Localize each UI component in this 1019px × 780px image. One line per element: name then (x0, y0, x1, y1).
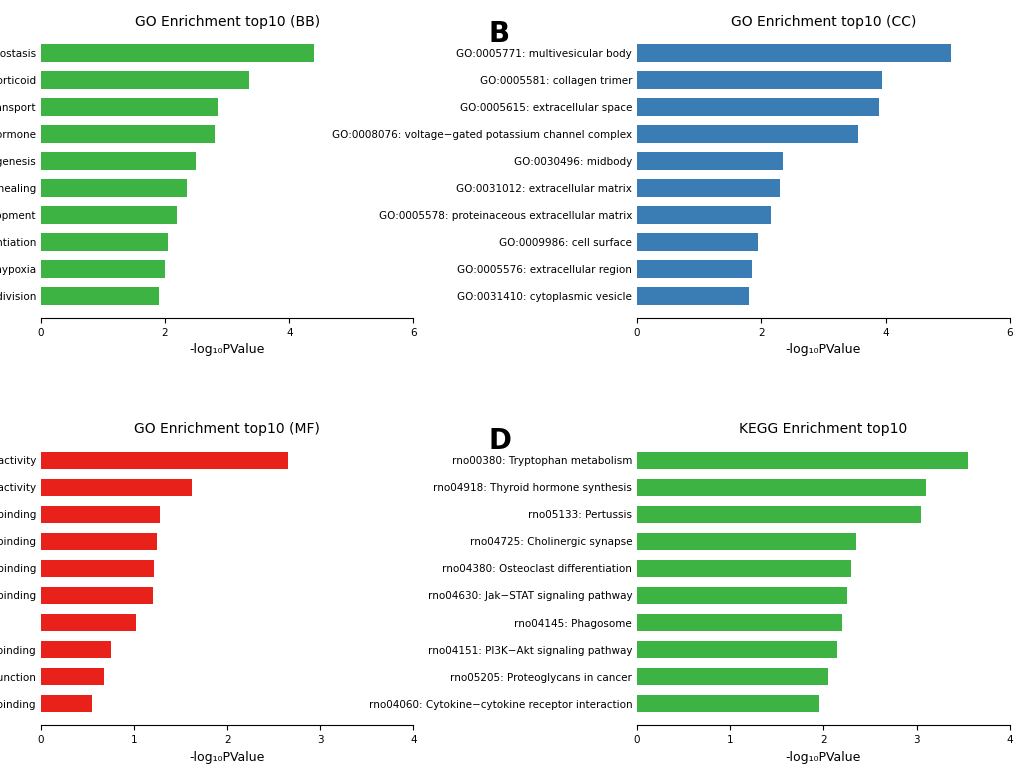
Bar (637, 207, 770, 224)
Text: D: D (487, 427, 511, 455)
Bar (637, 152, 783, 170)
Bar (41, 668, 104, 686)
Title: GO Enrichment top10 (MF): GO Enrichment top10 (MF) (135, 422, 320, 436)
Bar (637, 505, 920, 523)
X-axis label: -log₁₀PValue: -log₁₀PValue (190, 343, 265, 356)
Bar (637, 233, 757, 251)
Bar (637, 695, 818, 712)
Bar (41, 505, 160, 523)
Bar (41, 560, 154, 577)
Bar (637, 452, 967, 469)
Bar (41, 695, 92, 712)
Bar (637, 614, 842, 631)
Bar (41, 44, 314, 62)
Title: KEGG Enrichment top10: KEGG Enrichment top10 (739, 422, 907, 436)
Bar (637, 179, 780, 197)
Bar (637, 533, 855, 550)
Bar (637, 587, 846, 604)
Bar (637, 560, 851, 577)
Bar (41, 479, 192, 496)
Bar (637, 71, 881, 89)
Bar (637, 44, 950, 62)
Bar (637, 261, 751, 278)
Bar (41, 640, 111, 658)
Bar (41, 152, 196, 170)
Text: B: B (487, 20, 508, 48)
Bar (637, 126, 857, 143)
Bar (41, 179, 186, 197)
Title: GO Enrichment top10 (CC): GO Enrichment top10 (CC) (730, 15, 915, 29)
Bar (637, 98, 878, 116)
Bar (41, 261, 165, 278)
Bar (637, 640, 837, 658)
Bar (41, 207, 177, 224)
Bar (41, 452, 287, 469)
Bar (41, 126, 215, 143)
Bar (41, 98, 218, 116)
Bar (637, 668, 827, 686)
X-axis label: -log₁₀PValue: -log₁₀PValue (785, 750, 860, 764)
Bar (41, 288, 159, 305)
Bar (41, 614, 136, 631)
Bar (41, 71, 249, 89)
Bar (637, 288, 748, 305)
Bar (637, 479, 925, 496)
Title: GO Enrichment top10 (BB): GO Enrichment top10 (BB) (135, 15, 319, 29)
Bar (41, 533, 157, 550)
X-axis label: -log₁₀PValue: -log₁₀PValue (190, 750, 265, 764)
X-axis label: -log₁₀PValue: -log₁₀PValue (785, 343, 860, 356)
Bar (41, 233, 168, 251)
Bar (41, 587, 153, 604)
